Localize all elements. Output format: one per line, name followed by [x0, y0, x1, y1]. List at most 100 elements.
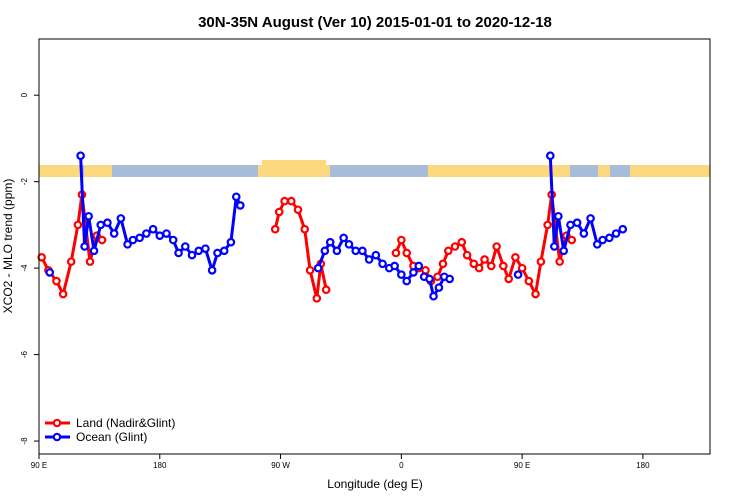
- data-point: [300, 224, 310, 234]
- data-point: [80, 242, 89, 251]
- data-point: [109, 229, 119, 238]
- data-point: [517, 263, 527, 273]
- data-point: [305, 265, 315, 275]
- plot-frame: [38, 38, 711, 455]
- legend: Land (Nadir&Glint)Ocean (Glint): [45, 416, 175, 444]
- data-point: [543, 220, 552, 230]
- data-point: [180, 242, 190, 251]
- data-point: [236, 201, 245, 210]
- data-point: [402, 248, 412, 258]
- data-point: [378, 259, 387, 269]
- data-point: [618, 224, 628, 234]
- data-point: [37, 253, 46, 262]
- y-tick-label: -2: [20, 178, 29, 186]
- y-tick-label: -4: [20, 264, 29, 272]
- data-point: [554, 211, 563, 221]
- data-point: [123, 240, 132, 249]
- data-point: [96, 220, 106, 230]
- data-point: [492, 242, 501, 251]
- data-point: [425, 274, 434, 284]
- data-point: [444, 246, 453, 256]
- data-point: [462, 250, 472, 260]
- data-point: [66, 257, 76, 266]
- data-point: [434, 283, 444, 292]
- data-point: [286, 196, 296, 206]
- data-point: [546, 151, 555, 161]
- data-point: [344, 240, 354, 249]
- x-axis: 90 E 180 90 W 0 90 E 180: [31, 454, 650, 470]
- data-point: [421, 265, 430, 275]
- data-point: [457, 237, 467, 247]
- data-point: [148, 224, 158, 234]
- data-point: [194, 246, 203, 256]
- data-point: [358, 246, 367, 256]
- series-line: [273, 199, 328, 300]
- y-axis-label: XCO2 - MLO trend (ppm): [1, 179, 15, 314]
- x-tick-label: 0: [399, 461, 404, 470]
- data-point: [135, 233, 144, 243]
- data-point: [174, 248, 183, 258]
- data-point: [351, 246, 361, 256]
- data-point: [142, 229, 151, 238]
- land-ocean-band: [39, 160, 710, 177]
- data-point: [499, 261, 508, 271]
- data-point: [168, 235, 178, 245]
- legend-label: Ocean (Glint): [76, 430, 147, 444]
- data-point: [438, 259, 448, 269]
- data-point: [402, 276, 412, 286]
- data-point: [162, 229, 171, 238]
- data-point: [76, 151, 85, 161]
- data-point: [611, 229, 621, 238]
- data-point: [445, 274, 454, 284]
- data-point: [128, 235, 138, 245]
- data-point: [207, 265, 217, 275]
- data-point: [89, 246, 99, 256]
- chart-title: 30N-35N August (Ver 10) 2015-01-01 to 20…: [198, 14, 552, 31]
- data-point: [559, 246, 569, 256]
- data-point: [567, 235, 577, 245]
- data-point: [474, 263, 484, 273]
- data-point: [226, 237, 236, 247]
- data-point: [391, 248, 401, 258]
- data-point: [598, 235, 607, 245]
- data-point: [579, 229, 589, 238]
- data-point: [201, 244, 210, 253]
- y-tick-label: 0: [20, 92, 29, 97]
- data-point: [187, 250, 197, 260]
- data-point: [364, 255, 374, 264]
- data-point: [293, 205, 303, 215]
- data-point: [219, 246, 229, 256]
- data-point: [414, 261, 424, 271]
- x-tick-label: 180: [636, 461, 650, 470]
- data-point: [103, 218, 112, 228]
- data-point: [524, 276, 534, 286]
- data-point: [586, 214, 595, 223]
- data-point: [513, 270, 523, 279]
- data-point: [280, 196, 289, 206]
- y-tick-label: -6: [20, 350, 29, 358]
- data-point: [85, 257, 95, 266]
- data-point: [274, 207, 284, 217]
- data-point: [511, 253, 520, 262]
- data-point: [531, 289, 540, 299]
- data-point: [312, 294, 322, 303]
- legend-swatch-marker: [52, 432, 62, 442]
- data-point: [155, 231, 165, 240]
- data-point: [270, 224, 280, 234]
- data-point: [320, 246, 330, 256]
- data-point: [480, 255, 489, 264]
- data-point: [371, 250, 381, 260]
- series-ocean: [45, 151, 628, 301]
- data-point: [486, 261, 496, 271]
- data-point: [321, 285, 331, 295]
- data-point: [332, 246, 342, 256]
- y-tick-label: -8: [20, 437, 29, 445]
- legend-label: Land (Nadir&Glint): [76, 416, 175, 430]
- data-point: [84, 211, 93, 221]
- data-point: [469, 259, 479, 269]
- data-point: [339, 233, 348, 243]
- x-tick-label: 90 W: [271, 461, 290, 470]
- data-point: [433, 272, 442, 282]
- data-point: [73, 220, 83, 230]
